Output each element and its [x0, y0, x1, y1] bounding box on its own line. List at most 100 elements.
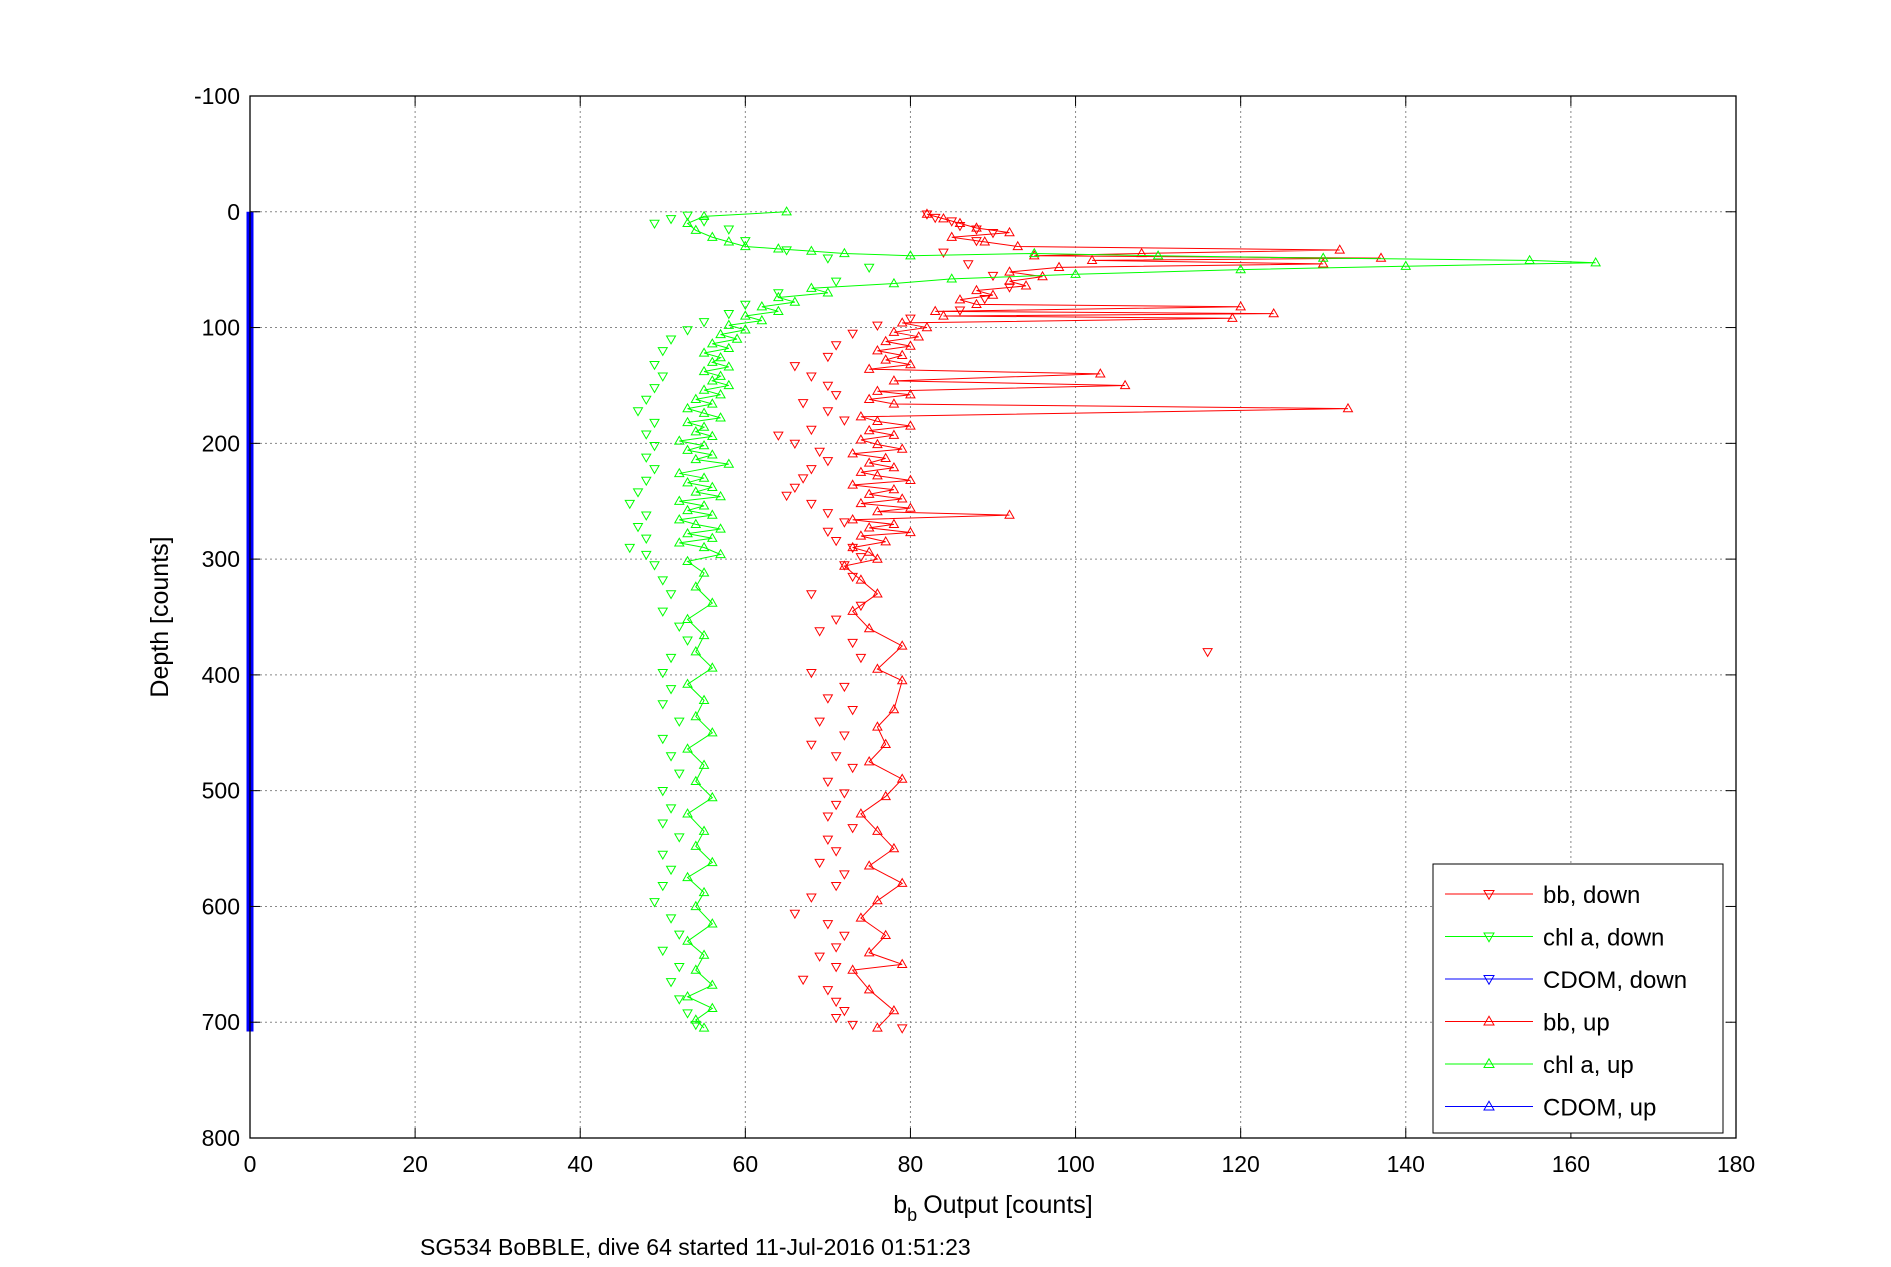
- data-point: [698, 567, 710, 577]
- data-point: [929, 213, 941, 224]
- data-point: [1268, 307, 1280, 318]
- data-point: [1012, 240, 1024, 251]
- data-point: [706, 727, 718, 737]
- data-point: [673, 622, 685, 632]
- data-point: [772, 305, 784, 315]
- data-point: [896, 493, 908, 503]
- data-point: [830, 615, 842, 626]
- data-point: [682, 613, 693, 623]
- data-point: [888, 461, 900, 472]
- data-point: [855, 912, 867, 922]
- data-point: [665, 978, 677, 988]
- legend-marker: [1483, 932, 1495, 943]
- x-axis-label-subscript: b: [907, 1205, 917, 1225]
- data-point: [888, 1004, 900, 1015]
- data-point: [665, 685, 677, 695]
- data-point: [806, 590, 817, 600]
- data-point: [673, 930, 685, 940]
- data-point: [979, 294, 991, 305]
- x-axis-label-prefix: b: [893, 1191, 907, 1219]
- data-point: [682, 636, 693, 646]
- data-point: [657, 734, 669, 745]
- data-point: [822, 352, 834, 363]
- data-point: [847, 479, 859, 489]
- data-point: [682, 402, 693, 413]
- axis-ticks: 0 20 40 60 80 100 120 140 160 180 -100 0 100 200 300 40…: [194, 83, 1755, 1177]
- data-point: [682, 527, 693, 538]
- data-point: [698, 694, 710, 704]
- data-point: [673, 769, 685, 780]
- data-point: [723, 458, 735, 468]
- x-tick-label: 180: [1717, 1151, 1755, 1177]
- data-point: [880, 335, 892, 346]
- data-point: [797, 474, 809, 484]
- data-point: [822, 812, 834, 822]
- data-point: [979, 236, 991, 246]
- data-point: [872, 505, 883, 516]
- data-point: [863, 756, 875, 766]
- data-point: [706, 856, 718, 867]
- data-point: [872, 1022, 883, 1032]
- data-point: [814, 717, 825, 727]
- data-point: [789, 296, 801, 306]
- data-point: [690, 900, 702, 911]
- data-point: [706, 356, 718, 366]
- data-point: [880, 738, 892, 748]
- data-point: [706, 979, 718, 989]
- data-point: [847, 329, 859, 340]
- data-point: [690, 646, 702, 656]
- data-point: [649, 442, 660, 452]
- data-point: [665, 653, 677, 664]
- data-point: [905, 358, 916, 369]
- data-point: [698, 347, 710, 357]
- data-point: [649, 360, 660, 371]
- data-point: [649, 898, 660, 908]
- data-point: [1136, 247, 1147, 258]
- data-point: [665, 804, 677, 814]
- data-point: [731, 333, 743, 343]
- data-point: [682, 678, 693, 688]
- data-point: [806, 740, 817, 751]
- y-tick-label: 300: [202, 546, 240, 572]
- data-point: [954, 294, 966, 304]
- x-tick-label: 160: [1552, 1151, 1590, 1177]
- data-point: [863, 984, 875, 994]
- data-point: [806, 372, 817, 382]
- data-point: [739, 300, 751, 311]
- data-point: [905, 526, 916, 537]
- legend-label: chl a, up: [1543, 1052, 1634, 1079]
- data-point: [830, 881, 842, 892]
- data-point: [847, 964, 859, 974]
- data-point: [896, 674, 908, 685]
- series-1: [624, 211, 875, 1031]
- data-point: [839, 870, 850, 880]
- data-point: [880, 452, 892, 463]
- data-point: [698, 472, 710, 482]
- data-point: [905, 502, 916, 512]
- data-point: [715, 490, 726, 501]
- data-point: [1028, 250, 1040, 260]
- y-tick-label: 600: [202, 893, 240, 919]
- data-point: [855, 497, 867, 508]
- x-tick-label: 100: [1056, 1151, 1094, 1177]
- legend-item: bb, up: [1445, 1010, 1610, 1037]
- data-point: [690, 426, 702, 436]
- data-point: [715, 548, 726, 559]
- data-point: [880, 354, 892, 364]
- data-point: [649, 561, 660, 571]
- data-point: [872, 894, 883, 905]
- data-point: [649, 418, 660, 429]
- data-point: [971, 284, 982, 295]
- data-point: [987, 289, 999, 299]
- data-point: [1317, 258, 1329, 268]
- data-point: [715, 412, 726, 422]
- data-point: [962, 260, 974, 270]
- data-point: [640, 534, 652, 544]
- data-point: [657, 819, 669, 829]
- data-point: [690, 710, 702, 721]
- data-point: [896, 317, 908, 327]
- data-point: [855, 653, 867, 664]
- data-point: [723, 361, 735, 371]
- data-point: [649, 465, 660, 475]
- x-tick-label: 80: [898, 1151, 924, 1177]
